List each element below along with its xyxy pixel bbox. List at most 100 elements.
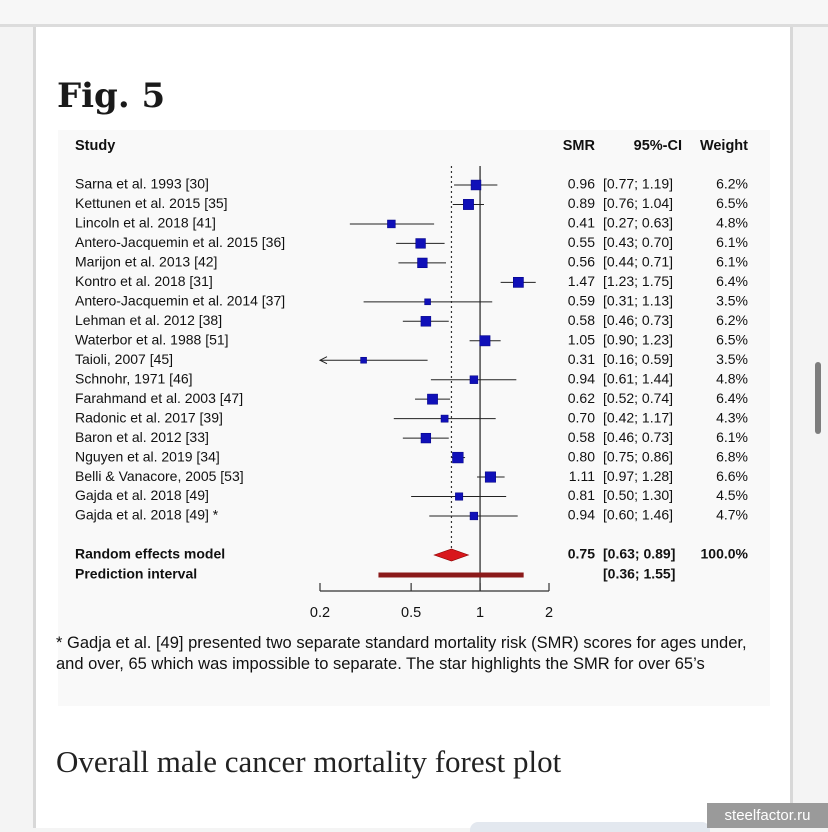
study-ci: [0.97; 1.28] [603,468,673,484]
figure-caption: Overall male cancer mortality forest plo… [56,744,562,779]
study-ci: [0.46; 0.73] [603,312,673,328]
study-smr: 0.80 [568,448,595,464]
study-label: Lincoln et al. 2018 [41] [75,215,216,231]
study-smr: 1.05 [568,331,595,347]
prediction-interval-bar [378,572,524,578]
study-label: Kettunen et al. 2015 [35] [75,195,228,211]
random-effects-label: Random effects model [75,546,225,562]
study-ci: [0.52; 0.74] [603,390,673,406]
study-smr: 1.11 [569,468,595,484]
study-ci: [0.75; 0.86] [603,448,673,464]
study-weight: 4.5% [716,487,748,503]
forest-plot: Study SMR 95%-CI Weight Sarna et al. 1993 [3… [75,138,749,621]
study-label: Sarna et al. 1993 [30] [75,176,209,192]
study-ci: [0.31; 1.13] [603,293,673,309]
study-weight: 4.3% [716,409,748,425]
study-label: Taioli, 2007 [45] [75,351,173,367]
study-label: Farahmand et al. 2003 [47] [75,390,243,406]
study-weight: 6.4% [716,273,748,289]
study-label: Marijon et al. 2013 [42] [75,254,217,270]
study-weight: 3.5% [716,293,748,309]
study-marker [440,414,449,423]
study-ci: [0.76; 1.04] [603,195,673,211]
study-weight: 6.1% [716,429,748,445]
study-label: Waterbor et al. 1988 [51] [75,331,229,347]
x-tick-label: 0.5 [401,605,421,621]
study-marker [387,219,396,229]
study-ci: [0.44; 0.71] [603,254,673,270]
figure-label: Fig. 5 [57,76,166,116]
header-ci: 95%-CI [634,138,682,154]
study-marker [420,432,432,444]
study-ci: [0.27; 0.63] [603,215,673,231]
study-smr: 0.70 [568,409,595,425]
study-label: Antero-Jacquemin et al. 2015 [36] [75,234,285,250]
prediction-interval-ci: [0.36; 1.55] [603,566,675,582]
study-smr: 0.58 [568,429,595,445]
top-bar [0,0,828,27]
study-ci: [0.42; 1.17] [603,409,673,425]
study-ci: [0.90; 1.23] [603,331,673,347]
study-weight: 4.8% [716,215,748,231]
study-ci: [0.16; 0.59] [603,351,673,367]
study-ci: [0.46; 0.73] [603,429,673,445]
study-label: Lehman et al. 2012 [38] [75,312,222,328]
random-effects-ci: [0.63; 0.89] [603,546,675,562]
study-marker [470,179,482,191]
study-label: Gajda et al. 2018 [49] [75,487,209,503]
study-marker [463,199,474,210]
study-weight: 6.2% [716,176,748,192]
study-weight: 6.1% [716,234,748,250]
bottom-panel-edge [470,822,710,832]
study-marker [420,316,432,327]
study-marker [484,471,496,483]
study-weight: 4.7% [716,507,748,523]
study-ci: [1.23; 1.75] [603,273,673,289]
study-marker [469,375,479,384]
study-label: Antero-Jacquemin et al. 2014 [37] [75,293,285,309]
study-label: Schnohr, 1971 [46] [75,370,193,386]
study-ci: [0.60; 1.46] [603,507,673,523]
study-smr: 0.41 [568,215,595,231]
study-smr: 0.94 [568,507,595,523]
study-label: Nguyen et al. 2019 [34] [75,448,220,464]
study-weight: 6.6% [716,468,748,484]
study-label: Belli & Vanacore, 2005 [53] [75,468,244,484]
study-weight: 3.5% [716,351,748,367]
study-smr: 0.56 [568,254,595,270]
study-smr: 0.31 [568,351,595,367]
study-weight: 6.5% [716,195,748,211]
study-marker [479,335,491,347]
study-smr: 0.59 [568,293,595,309]
study-weight: 6.8% [716,448,748,464]
study-weight: 6.2% [716,312,748,328]
study-marker [513,276,524,288]
header-smr: SMR [563,138,596,154]
study-smr: 0.89 [568,195,595,211]
x-tick-label: 1 [476,605,484,621]
study-smr: 0.96 [568,176,595,192]
study-ci: [0.61; 1.44] [603,370,673,386]
study-ci: [0.43; 0.70] [603,234,673,250]
random-effects-smr: 0.75 [568,546,595,562]
forest-plot-panel: Study SMR 95%-CI Weight Sarna et al. 1993 [3… [58,130,770,706]
study-marker [427,393,438,405]
header-weight: Weight [700,138,748,154]
scrollbar-thumb[interactable] [815,362,821,434]
study-ci: [0.77; 1.19] [603,176,673,192]
ci-arrow [318,356,328,365]
study-smr: 0.55 [568,234,595,250]
study-label: Radonic et al. 2017 [39] [75,409,223,425]
summary-diamond [433,548,470,562]
study-ci: [0.50; 1.30] [603,487,673,503]
study-smr: 0.58 [568,312,595,328]
study-label: Baron et al. 2012 [33] [75,429,209,445]
prediction-interval-label: Prediction interval [75,566,197,582]
study-marker [424,298,431,306]
study-weight: 6.5% [716,331,748,347]
study-marker [452,451,464,464]
study-marker [360,356,367,364]
study-weight: 4.8% [716,370,748,386]
study-smr: 1.47 [568,273,595,289]
study-weight: 6.1% [716,254,748,270]
